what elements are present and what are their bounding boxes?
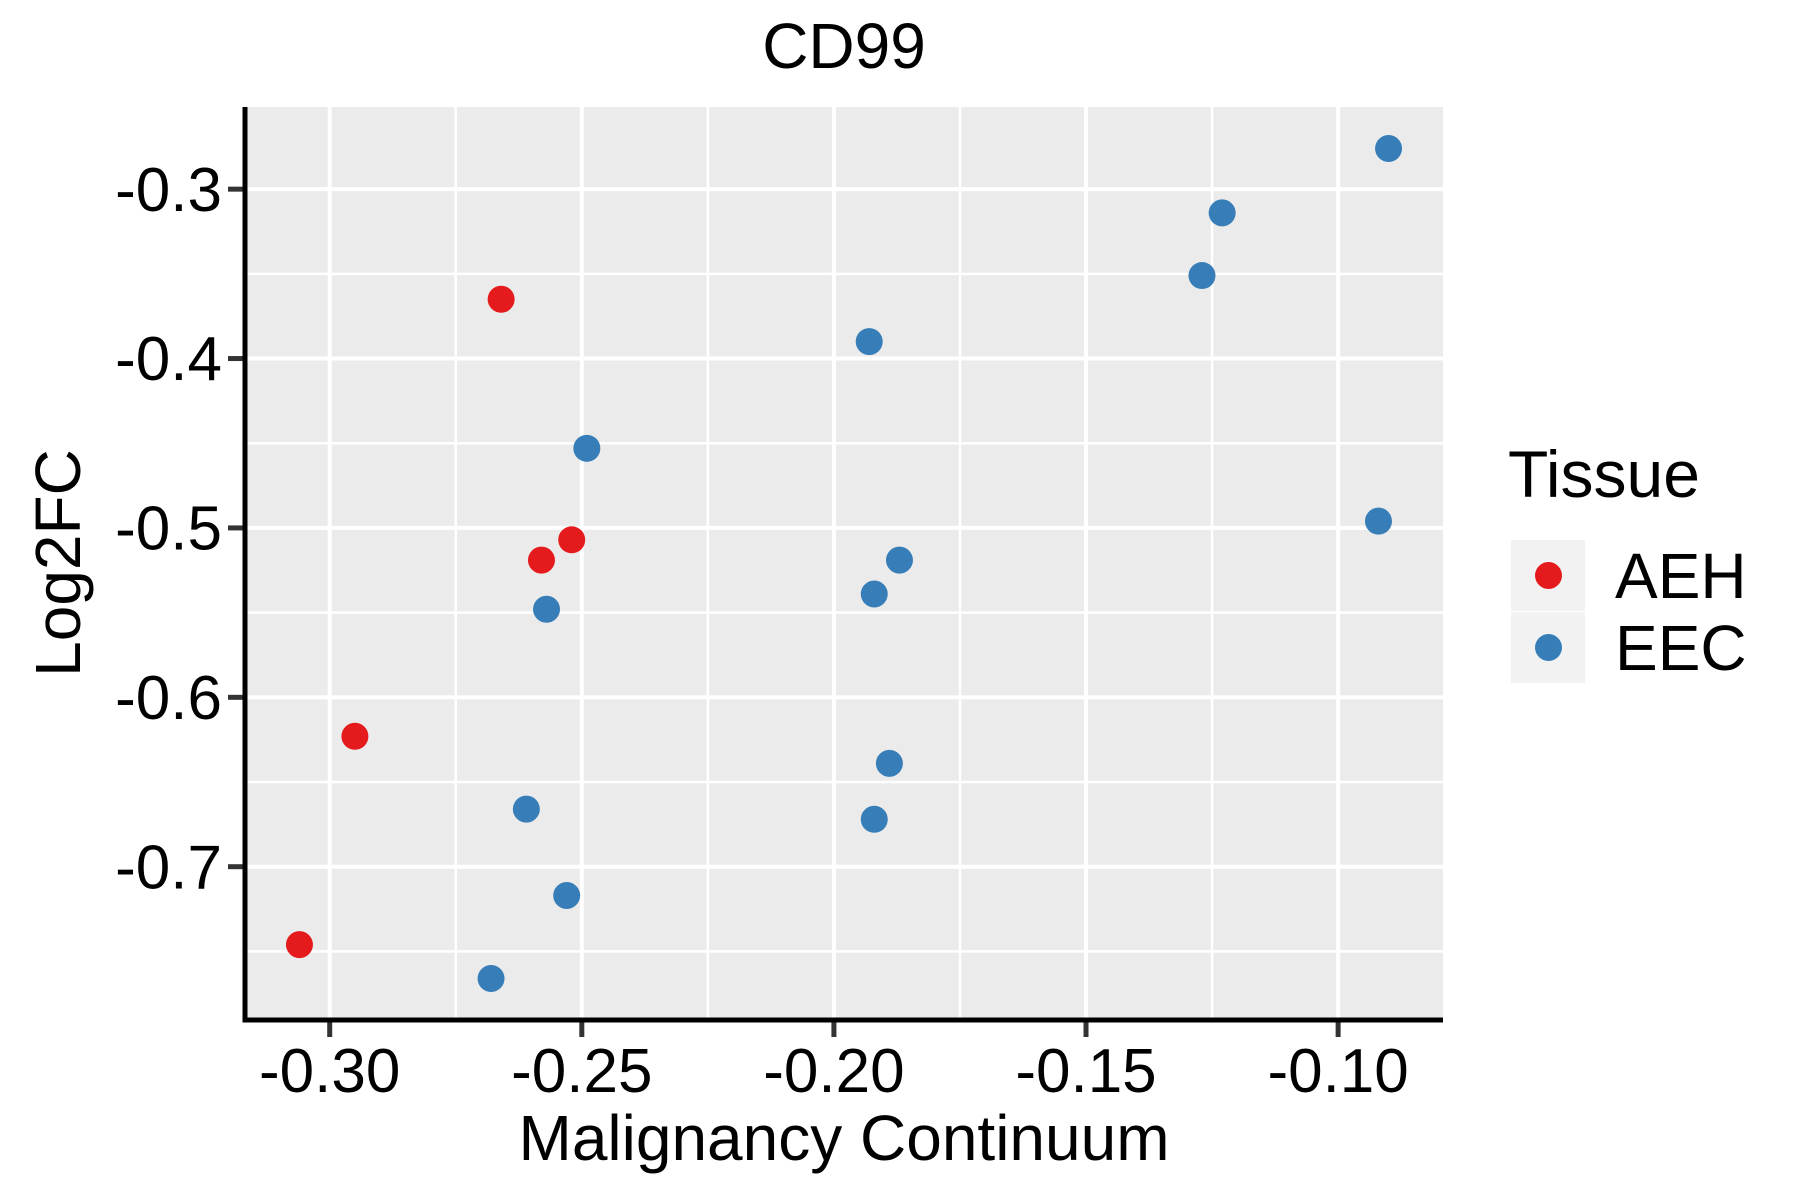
y-tick-label: -0.4 [115,325,222,394]
x-tick-label: -0.10 [1267,1037,1408,1106]
data-point-eec [875,749,903,777]
data-point-eec [860,805,888,833]
data-point-eec [1364,507,1392,535]
legend-key-eec [1511,612,1585,683]
legend-title: Tissue [1508,437,1700,511]
eec-dot-icon [1534,634,1562,661]
data-point-aeh [341,722,369,750]
panel-background [245,107,1443,1020]
data-point-aeh [487,285,515,313]
x-tick-label: -0.25 [511,1037,652,1106]
data-point-eec [855,328,883,356]
x-tick-label: -0.15 [1015,1037,1156,1106]
data-point-eec [1208,199,1236,227]
y-tick-label: -0.3 [115,156,222,225]
data-point-eec [1375,135,1403,162]
data-point-eec [512,795,540,823]
data-point-eec [533,595,561,623]
x-axis-title: Malignancy Continuum [518,1102,1170,1174]
x-tick-label: -0.30 [259,1037,400,1106]
y-tick-label: -0.5 [115,495,222,564]
data-point-eec [1188,262,1216,290]
aeh-dot-icon [1534,562,1562,589]
data-point-aeh [285,931,313,959]
data-point-eec [860,580,888,608]
chart-title: CD99 [762,10,926,82]
data-point-eec [553,882,581,909]
y-tick-label: -0.6 [115,664,222,733]
data-point-eec [885,546,913,574]
data-point-eec [573,434,601,462]
legend-label-aeh: AEH [1615,539,1747,612]
x-tick-label: -0.20 [763,1037,904,1106]
y-axis-title: Log2FC [22,449,94,677]
legend-label-eec: EEC [1615,611,1747,684]
data-point-eec [477,965,505,992]
data-point-aeh [558,526,586,554]
y-tick-label: -0.7 [115,833,222,902]
data-point-aeh [527,546,555,574]
legend-key-aeh [1511,540,1585,611]
